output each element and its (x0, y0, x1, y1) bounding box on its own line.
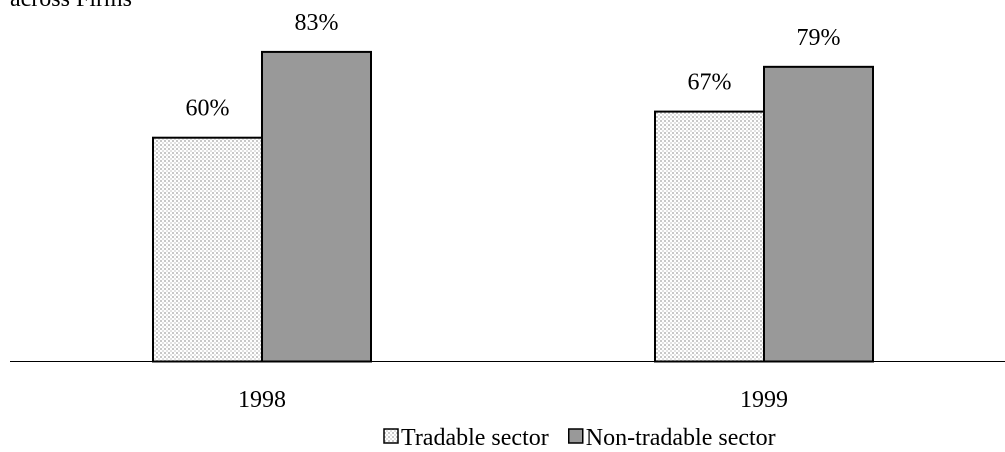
legend-swatch (383, 428, 399, 444)
bar (763, 65, 874, 363)
legend-label: Tradable sector (401, 425, 549, 451)
bar (654, 110, 765, 363)
x-tick-label: 1999 (740, 387, 788, 413)
legend-label: Non-tradable sector (586, 425, 776, 451)
chart-title: across Firms (10, 0, 132, 12)
data-label: 67% (688, 70, 732, 96)
legend-swatch (568, 428, 584, 444)
data-label: 83% (295, 10, 339, 36)
bar (152, 136, 263, 363)
data-label: 79% (797, 25, 841, 51)
data-label: 60% (186, 96, 230, 122)
bar (261, 50, 372, 363)
x-tick-label: 1998 (238, 387, 286, 413)
